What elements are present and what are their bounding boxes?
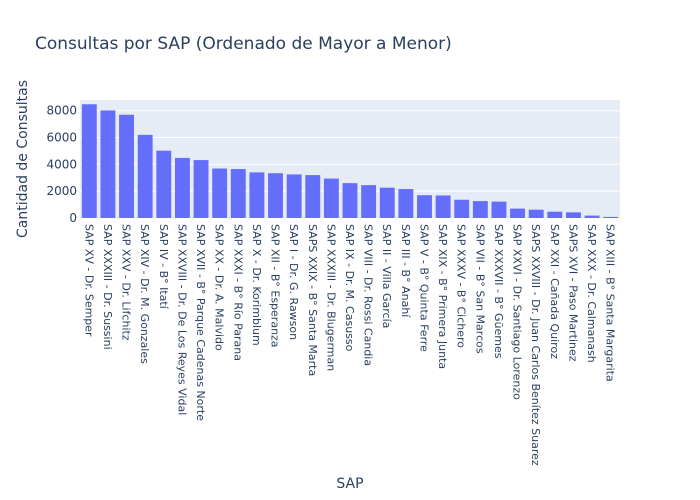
x-tick-label: SAP XXX - Dr. Calmanash [585, 224, 598, 363]
x-tick-label: SAPS XXIX - B° Santa Marta [306, 224, 319, 376]
bar [119, 114, 134, 218]
y-tick-label: 0 [69, 211, 77, 225]
bar [174, 157, 190, 218]
bars [81, 104, 619, 218]
bar [547, 211, 563, 218]
x-tick-label: SAP XVII - B° Parque Cadenas Norte [194, 224, 207, 421]
x-tick-label: SAP XX - Dr. A. Malvido [213, 224, 226, 351]
x-tick-label: SAP XII - B° Esperanza [269, 224, 282, 348]
x-tick-label: SAP XIII - B° Santa Margarita [604, 224, 617, 382]
chart-title: Consultas por SAP (Ordenado de Mayor a M… [35, 34, 452, 54]
x-tick-label: SAP XXXIII - Dr. Sussini [101, 224, 114, 350]
bar [305, 175, 321, 218]
x-tick-labels: SAP XV - Dr. Semper SAP XXXIII - Dr. Suss… [82, 224, 616, 466]
x-tick-label: SAP XIV - Dr. M. Gonzales [138, 224, 151, 364]
bar [249, 172, 265, 218]
x-tick-label: SAP IV - B° Itatí [157, 224, 170, 310]
x-tick-label: SAP V - B° Quinta Ferre [417, 224, 430, 352]
x-tick-label: SAPS XVI - Paso Martinez [566, 224, 579, 362]
x-tick-label: SAP III - B° Anahí [399, 224, 412, 318]
x-tick-label: SAP XXVIII - Dr. De Los Reyes Vidal [175, 224, 188, 415]
bar [286, 174, 302, 218]
x-tick-label: SAP XXI - Cañada Quiroz [548, 224, 561, 359]
x-tick-label: SAP VII - B° San Marcos [473, 224, 486, 354]
bar [510, 208, 526, 218]
bar [100, 110, 116, 218]
x-tick-label: SAP XXXV - B° Cichero [455, 224, 468, 348]
x-tick-label: SAP XXVI - Dr. Santiago Lorenzo [511, 224, 524, 400]
bar [230, 169, 246, 218]
x-tick-label: SAP IX - Dr. M. Casusso [343, 224, 356, 352]
bar [212, 168, 228, 218]
x-tick-label: SAP I - Dr. G. Rawson [287, 224, 300, 340]
x-tick-label: SAP XIX - B° Primera Junta [436, 224, 449, 369]
x-tick-label: SAP XXV - Dr. Lifchitz [120, 224, 133, 341]
bar [528, 209, 544, 218]
bar [342, 183, 358, 218]
bar [81, 104, 97, 218]
y-tick-label: 8000 [46, 104, 77, 118]
bar [472, 201, 488, 218]
x-tick-label: SAP XXXIII - Dr. Blugerman [324, 224, 337, 371]
bar [323, 178, 339, 218]
bar [398, 189, 414, 218]
x-tick-label: SAP II - Villa García [380, 224, 393, 328]
x-tick-label: SAP XV - Dr. Semper [82, 224, 95, 337]
bar [268, 173, 283, 218]
bar [417, 195, 432, 218]
bar [491, 201, 507, 218]
x-tick-label: SAP XXXVII - B° Güemes [492, 224, 505, 359]
bar [361, 185, 377, 218]
bar [156, 150, 172, 218]
y-tick-label: 6000 [46, 131, 77, 145]
x-tick-label: SAP VIII - Dr. Rossi Candia [362, 224, 375, 366]
x-tick-label: SAP XXXI - B° Río Parana [231, 224, 244, 361]
x-tick-label: SAP X - Dr. Korimblum [250, 224, 263, 346]
y-tick-label: 2000 [46, 184, 77, 198]
bar [193, 160, 209, 218]
bar [454, 199, 470, 218]
x-axis-label: SAP [336, 476, 363, 492]
bar [435, 195, 451, 218]
y-tick-labels: 0 2000 4000 6000 8000 [46, 104, 77, 225]
bar [137, 134, 153, 218]
y-tick-label: 4000 [46, 157, 77, 171]
bar [566, 212, 581, 218]
bar [603, 216, 619, 218]
bar [584, 215, 600, 218]
bar [379, 187, 395, 218]
x-tick-label: SAPS XXVIII - Dr. Juan Carlos Benítez Su… [529, 224, 542, 466]
y-axis-label: Cantidad de Consultas [15, 80, 31, 238]
